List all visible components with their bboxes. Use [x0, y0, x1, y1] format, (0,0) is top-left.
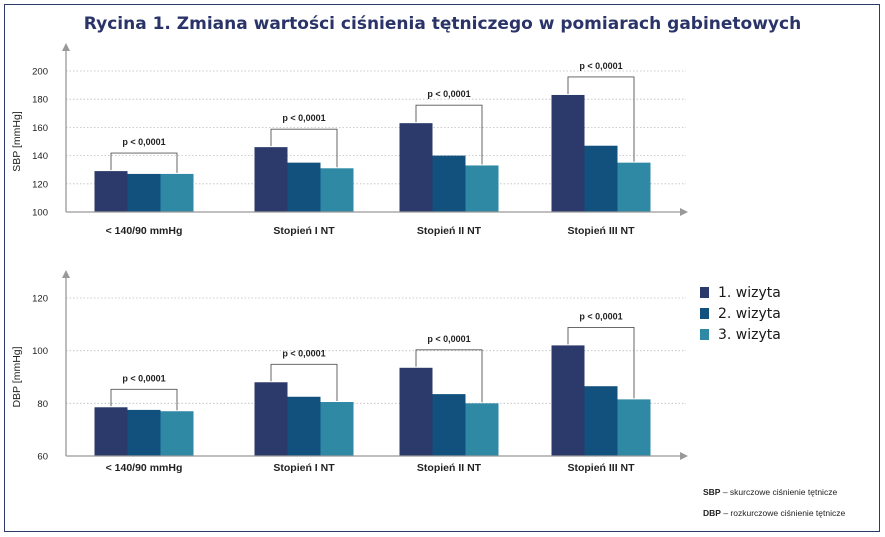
- note-sbp-abbr: SBP: [703, 487, 721, 497]
- panel-1-bar: [465, 165, 499, 212]
- panel-1-y-tick-label: 100: [32, 208, 48, 219]
- panel-2-bar: [617, 399, 651, 456]
- panel-1-bar: [94, 171, 128, 212]
- panel-1-y-axis-arrow: [62, 43, 70, 51]
- panel-2-bar: [551, 345, 585, 456]
- legend: 1. wizyta 2. wizyta 3. wizyta: [700, 282, 781, 345]
- abbreviation-notes: SBP – skurczowe ciśnienie tętnicze DBP –…: [703, 482, 845, 524]
- legend-item-visit-3: 3. wizyta: [700, 324, 781, 345]
- panel-2-y-tick-label: 60: [37, 452, 48, 463]
- panel-1-bar: [127, 173, 161, 212]
- panel-2-y-axis-label: DBP [mmHg]: [11, 346, 23, 407]
- panel-1-significance-bracket: [270, 128, 338, 168]
- panel-1-y-tick-label: 140: [32, 151, 48, 162]
- panel-1-significance-bracket: [567, 76, 635, 162]
- panel-1-category-label: Stopień I NT: [273, 225, 335, 237]
- panel-2-y-tick-label: 100: [32, 346, 48, 357]
- panel-1-significance-bracket: [415, 104, 483, 165]
- panel-2-bar: [254, 382, 288, 456]
- panel-2-significance-bracket: [110, 388, 178, 411]
- panel-1-bar: [287, 162, 321, 212]
- panel-1-y-tick-label: 120: [32, 179, 48, 190]
- panel-2-significance-bracket: [567, 326, 635, 399]
- panel-2-category-label: < 140/90 mmHg: [106, 462, 183, 474]
- panel-2-bar: [94, 407, 128, 456]
- panel-1-category-label: Stopień III NT: [567, 225, 635, 237]
- panel-2-x-axis-arrow: [680, 452, 688, 460]
- panel-1-bar: [160, 173, 194, 212]
- panel-2-category-label: Stopień I NT: [273, 462, 335, 474]
- legend-swatch-visit-2: [700, 308, 709, 319]
- panel-2-significance-bracket: [270, 363, 338, 402]
- panel-1-y-axis-label: SBP [mmHg]: [11, 111, 23, 172]
- panel-1-y-tick-label: 180: [32, 95, 48, 106]
- panel-2-p-value-label: p < 0,0001: [282, 348, 325, 358]
- legend-swatch-visit-3: [700, 329, 709, 340]
- panel-2-category-label: Stopień II NT: [417, 462, 482, 474]
- panel-2-significance-bracket: [415, 349, 483, 403]
- panel-1-p-value-label: p < 0,0001: [282, 113, 325, 123]
- panel-2-bar: [399, 367, 433, 456]
- note-dbp-abbr: DBP: [703, 508, 721, 518]
- panel-1-y-tick-label: 200: [32, 67, 48, 78]
- panel-1-p-value-label: p < 0,0001: [122, 137, 165, 147]
- panel-2-bar: [287, 396, 321, 456]
- panel-2-bar: [432, 394, 466, 456]
- panel-2-bar: [320, 402, 354, 456]
- figure-title: Rycina 1. Zmiana wartości ciśnienia tętn…: [83, 14, 802, 34]
- note-sbp-text: – skurczowe ciśnienie tętnicze: [720, 487, 838, 497]
- panel-2-p-value-label: p < 0,0001: [427, 334, 470, 344]
- panel-1-p-value-label: p < 0,0001: [427, 89, 470, 99]
- panel-1-y-tick-label: 160: [32, 123, 48, 134]
- legend-label-visit-2: 2. wizyta: [718, 305, 781, 322]
- panel-1-bar: [432, 155, 466, 212]
- note-sbp: SBP – skurczowe ciśnienie tętnicze: [703, 482, 845, 503]
- panel-1-bar: [399, 123, 433, 212]
- note-dbp: DBP – rozkurczowe ciśnienie tętnicze: [703, 503, 845, 524]
- legend-label-visit-3: 3. wizyta: [718, 326, 781, 343]
- panel-1-bar: [320, 168, 354, 212]
- note-dbp-text: – rozkurczowe ciśnienie tętnicze: [720, 508, 846, 518]
- legend-label-visit-1: 1. wizyta: [718, 284, 781, 301]
- panel-2-bar: [127, 409, 161, 456]
- panel-2-p-value-label: p < 0,0001: [579, 311, 622, 321]
- panel-1-x-axis-arrow: [680, 208, 688, 216]
- panel-2-p-value-label: p < 0,0001: [122, 373, 165, 383]
- panel-2-bar: [160, 411, 194, 456]
- panel-1-significance-bracket: [110, 152, 178, 173]
- legend-swatch-visit-1: [700, 287, 709, 298]
- panel-1-category-label: Stopień II NT: [417, 225, 482, 237]
- panel-1-bar: [617, 162, 651, 212]
- panel-1-bar: [551, 94, 585, 212]
- panel-2-y-axis-arrow: [62, 270, 70, 278]
- panel-1-bar: [254, 147, 288, 212]
- panel-2-category-label: Stopień III NT: [567, 462, 635, 474]
- panel-2-y-tick-label: 80: [37, 399, 48, 410]
- legend-item-visit-1: 1. wizyta: [700, 282, 781, 303]
- panel-2-y-tick-label: 120: [32, 294, 48, 305]
- panel-1-bar: [584, 145, 618, 212]
- panel-2-bar: [584, 386, 618, 456]
- panel-1-category-label: < 140/90 mmHg: [106, 225, 183, 237]
- legend-item-visit-2: 2. wizyta: [700, 303, 781, 324]
- panel-2-bar: [465, 403, 499, 456]
- panel-1-p-value-label: p < 0,0001: [579, 61, 622, 71]
